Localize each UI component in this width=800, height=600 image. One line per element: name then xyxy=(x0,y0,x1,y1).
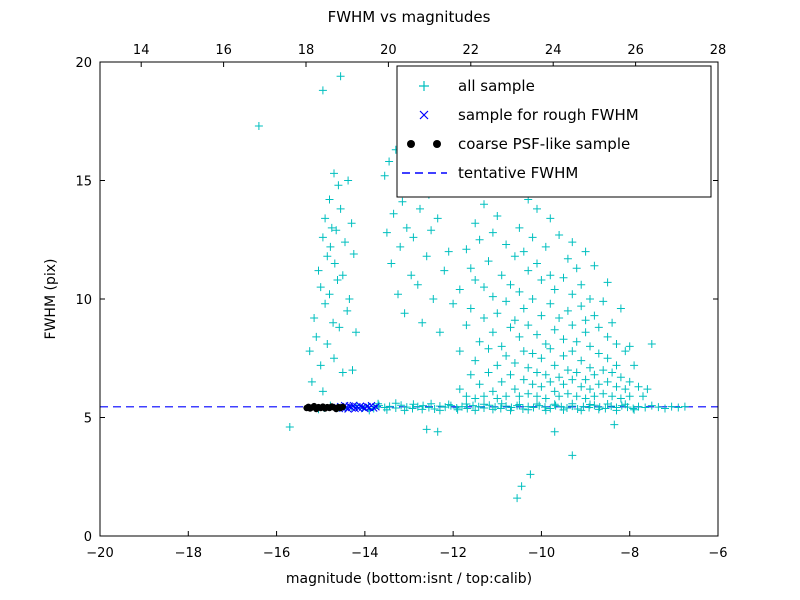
x-tick-label: −10 xyxy=(528,546,555,561)
legend-circle-marker-icon xyxy=(433,140,441,148)
scatter-series-group xyxy=(254,72,689,503)
x-axis-label: magnitude (bottom:isnt / top:calib) xyxy=(286,571,532,587)
y-tick-label: 10 xyxy=(75,293,92,308)
x-tick-label: −12 xyxy=(439,546,466,561)
top-tick-label: 24 xyxy=(545,43,562,58)
top-tick-label: 26 xyxy=(627,43,644,58)
top-tick-label: 20 xyxy=(380,43,397,58)
x-tick-label: −6 xyxy=(708,546,727,561)
series-psf-sample xyxy=(303,402,346,413)
legend-entry-label: sample for rough FWHM xyxy=(458,106,639,124)
y-tick-label: 15 xyxy=(75,175,92,190)
chart-title: FWHM vs magnitudes xyxy=(328,8,491,26)
top-tick-label: 28 xyxy=(710,43,727,58)
top-tick-label: 18 xyxy=(298,43,315,58)
chart-layer: −20 −18 −16 −14 −12 −10 −8 −6 14 16 18 20 22 24 26 28 0 5… xyxy=(75,43,727,561)
legend-plus-marker-icon xyxy=(419,81,429,91)
y-tick-label: 5 xyxy=(84,412,92,427)
x-tick-label: −8 xyxy=(620,546,639,561)
top-tick-label: 14 xyxy=(133,43,150,58)
legend-entry: tentative FWHM xyxy=(402,164,578,182)
legend-entry: coarse PSF-like sample xyxy=(407,135,630,153)
x-tick-label: −16 xyxy=(263,546,290,561)
y-tick-label: 0 xyxy=(84,530,92,545)
legend-entry: sample for rough FWHM xyxy=(419,106,639,124)
legend-entry: all sample xyxy=(419,77,535,95)
x-tick-label: −20 xyxy=(86,546,113,561)
x-tick-label: −14 xyxy=(351,546,378,561)
legend-entry-label: all sample xyxy=(458,77,535,95)
psf-sample-point xyxy=(339,403,346,410)
y-axis-label: FWHM (pix) xyxy=(43,259,59,340)
legend-entry-label: tentative FWHM xyxy=(458,164,578,182)
legend-box xyxy=(396,65,712,198)
x-tick-label: −18 xyxy=(175,546,202,561)
y-tick-label: 20 xyxy=(75,56,92,71)
legend-entry-label: coarse PSF-like sample xyxy=(458,135,630,153)
top-tick-label: 22 xyxy=(463,43,480,58)
legend: all sample sample for rough FWHM coarse PS… xyxy=(396,65,712,198)
tick-labels: −20 −18 −16 −14 −12 −10 −8 −6 14 16 18 20 22 24 26 28 0 5… xyxy=(75,43,727,561)
legend-circle-marker-icon xyxy=(407,140,415,148)
legend-x-marker-icon xyxy=(419,110,429,120)
top-tick-label: 16 xyxy=(215,43,232,58)
